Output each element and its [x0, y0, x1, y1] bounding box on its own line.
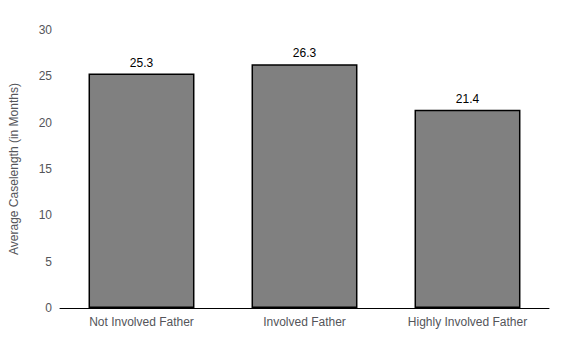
svg-text:Highly Involved Father: Highly Involved Father: [408, 315, 527, 329]
svg-text:0: 0: [45, 301, 52, 315]
svg-text:30: 30: [39, 23, 53, 37]
svg-text:10: 10: [39, 208, 53, 222]
svg-text:Average Caselength (in Months): Average Caselength (in Months): [7, 83, 21, 255]
svg-text:20: 20: [39, 116, 53, 130]
svg-text:Involved Father: Involved Father: [263, 315, 346, 329]
svg-text:Not Involved Father: Not Involved Father: [89, 315, 194, 329]
svg-text:5: 5: [45, 255, 52, 269]
svg-text:25.3: 25.3: [130, 56, 154, 70]
svg-text:25: 25: [39, 69, 53, 83]
svg-text:15: 15: [39, 162, 53, 176]
svg-text:26.3: 26.3: [293, 46, 317, 60]
svg-text:21.4: 21.4: [456, 92, 480, 106]
